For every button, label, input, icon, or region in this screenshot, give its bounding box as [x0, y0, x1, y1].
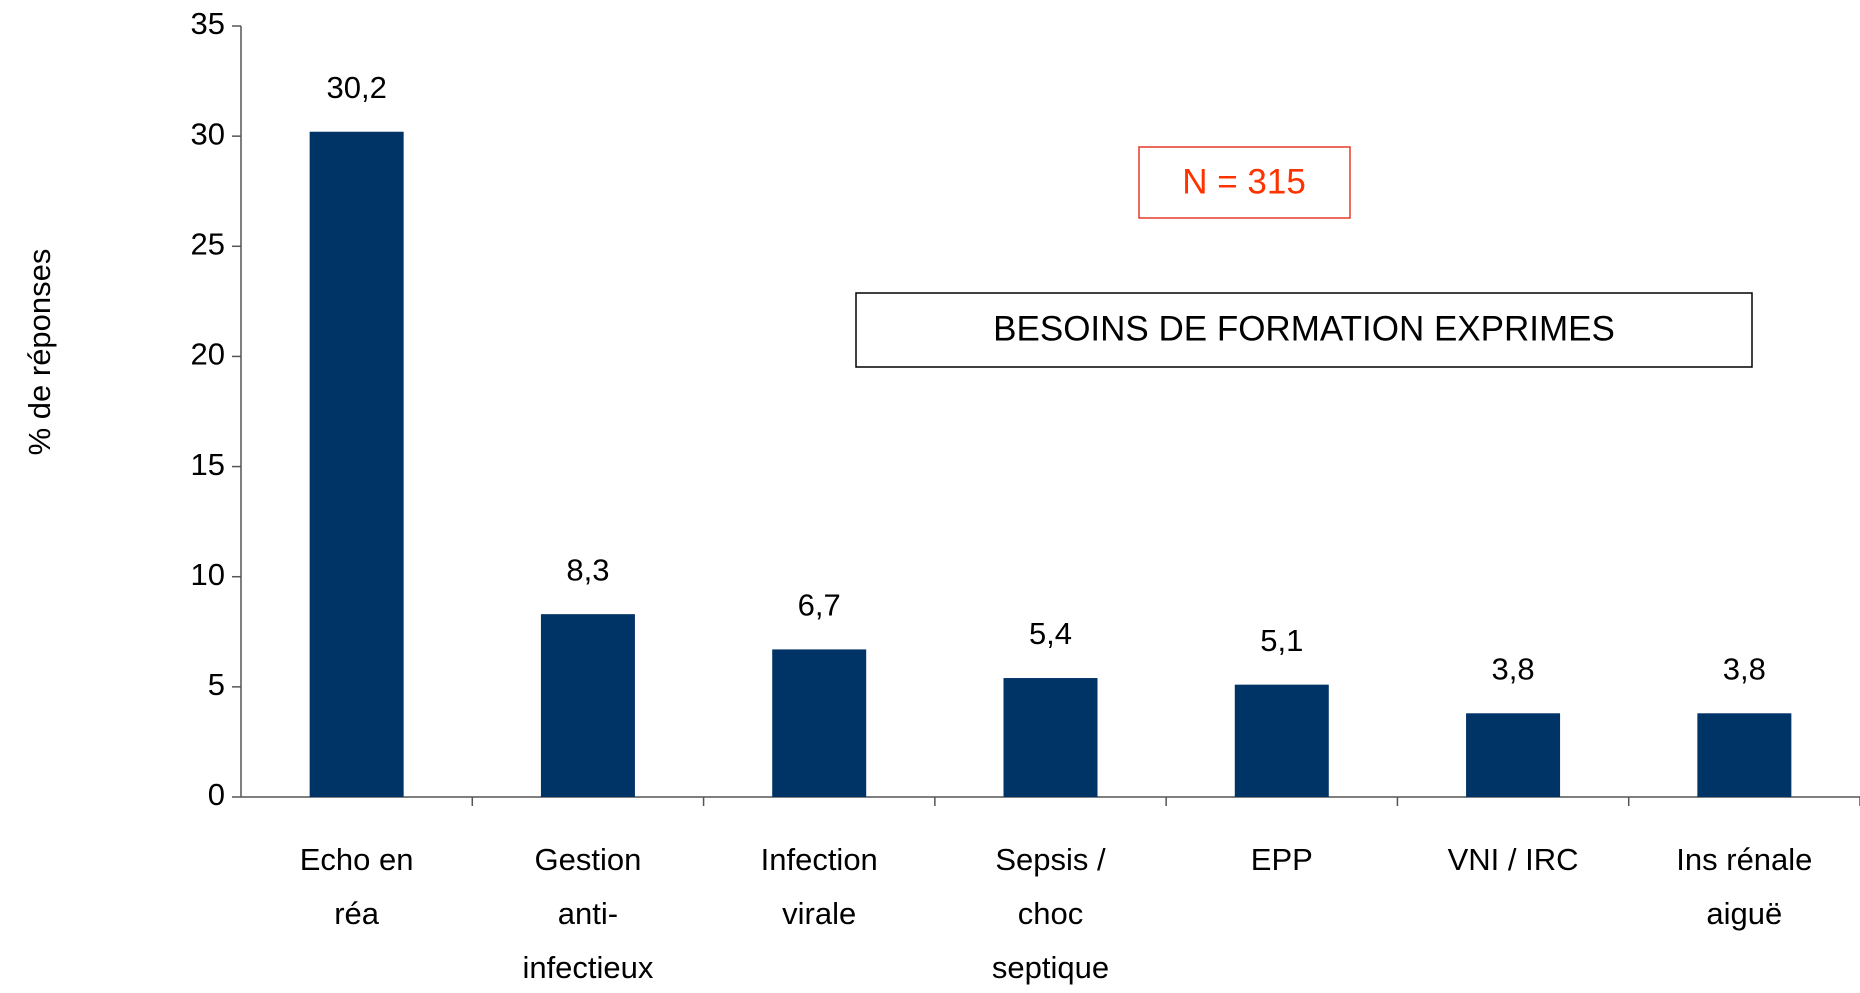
bar [1466, 713, 1561, 797]
y-tick-label: 30 [191, 116, 225, 151]
bar [772, 649, 867, 797]
x-tick-label: aiguë [1706, 896, 1782, 931]
bar [540, 614, 635, 797]
bar [309, 131, 404, 798]
x-tick-label: choc [1018, 896, 1083, 931]
value-label: 6,7 [798, 588, 841, 623]
x-tick-label: virale [782, 896, 856, 931]
y-tick-label: 25 [191, 226, 225, 261]
y-tick-label: 0 [208, 777, 225, 812]
n-annotation: N = 315 [1182, 162, 1306, 201]
value-label: 3,8 [1723, 651, 1766, 686]
y-tick-label: 5 [208, 667, 225, 702]
y-tick-label: 10 [191, 557, 225, 592]
x-tick-label: infectieux [522, 950, 653, 985]
value-label: 30,2 [326, 70, 386, 105]
bar [1003, 678, 1098, 797]
y-tick-label: 20 [191, 337, 225, 372]
x-tick-label: réa [334, 896, 380, 931]
y-tick-label: 15 [191, 447, 225, 482]
value-label: 5,4 [1029, 616, 1072, 651]
value-label: 3,8 [1492, 651, 1535, 686]
title-box [855, 292, 1753, 368]
y-tick-label: 35 [191, 6, 225, 41]
x-tick-label: Echo en [300, 842, 414, 877]
x-tick-label: Sepsis / [995, 842, 1106, 877]
x-tick-label: Gestion [535, 842, 642, 877]
y-axis-label: % de réponses [22, 249, 57, 456]
value-label: 5,1 [1260, 623, 1303, 658]
x-tick-label: Ins rénale [1676, 842, 1812, 877]
x-tick-label: VNI / IRC [1448, 842, 1579, 877]
title-annotation: BESOINS DE FORMATION EXPRIMES [993, 309, 1615, 348]
x-tick-label: septique [992, 950, 1109, 985]
n-box [1138, 146, 1351, 219]
bar [1234, 684, 1329, 797]
x-tick-label: anti- [558, 896, 618, 931]
x-tick-label: Infection [761, 842, 878, 877]
x-tick-label: EPP [1251, 842, 1313, 877]
bar [1697, 713, 1792, 797]
value-label: 8,3 [566, 552, 609, 587]
